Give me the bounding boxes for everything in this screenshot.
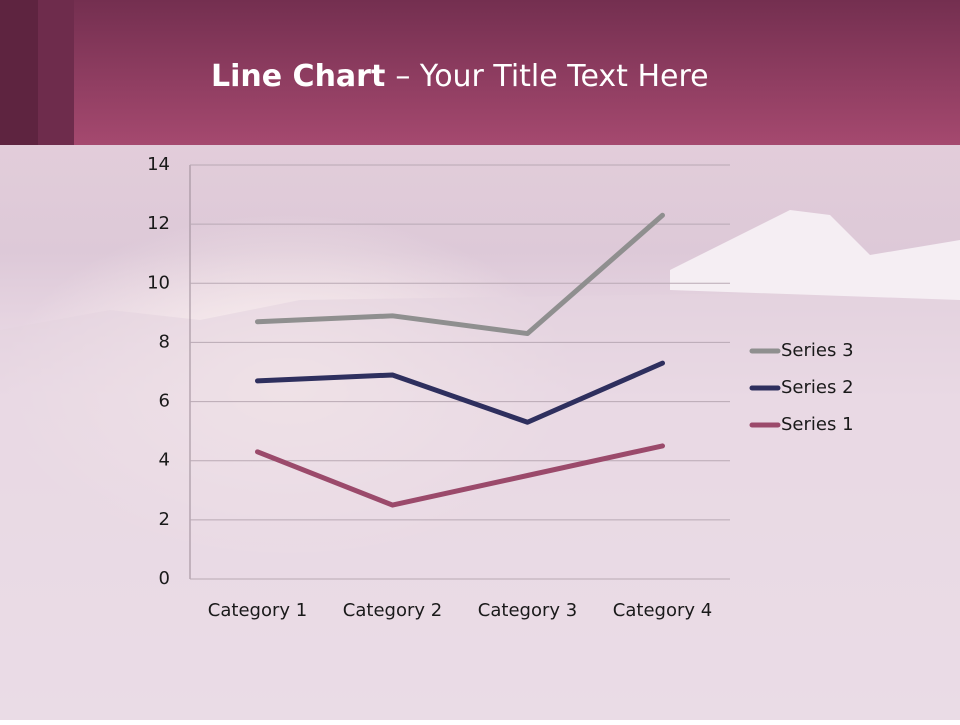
- mountain: [670, 210, 960, 300]
- chart-title: Line Chart – Your Title Text Here: [211, 59, 709, 94]
- header-stripe: [38, 0, 74, 145]
- y-tick-label: 14: [147, 154, 170, 175]
- series-line: [255, 360, 665, 425]
- title-rest: – Your Title Text Here: [395, 59, 708, 94]
- series-line: [255, 212, 665, 337]
- y-tick-label: 8: [159, 331, 170, 352]
- y-tick-label: 12: [147, 213, 170, 234]
- legend-label: Series 2: [781, 377, 854, 398]
- header-stripe: [0, 0, 38, 145]
- legend-label: Series 1: [781, 414, 854, 435]
- y-tick-label: 6: [159, 391, 170, 412]
- y-tick-label: 4: [159, 450, 170, 471]
- legend-label: Series 3: [781, 340, 854, 361]
- y-tick-label: 2: [159, 509, 170, 530]
- x-tick-label: Category 1: [208, 600, 307, 621]
- x-tick-label: Category 2: [343, 600, 442, 621]
- x-tick-label: Category 3: [478, 600, 577, 621]
- y-tick-label: 10: [147, 272, 170, 293]
- hills: [0, 290, 960, 720]
- title-bold: Line Chart: [211, 59, 385, 94]
- header-bar: [0, 0, 960, 145]
- y-tick-label: 0: [159, 568, 170, 589]
- series-line: [255, 443, 665, 508]
- x-tick-label: Category 4: [613, 600, 712, 621]
